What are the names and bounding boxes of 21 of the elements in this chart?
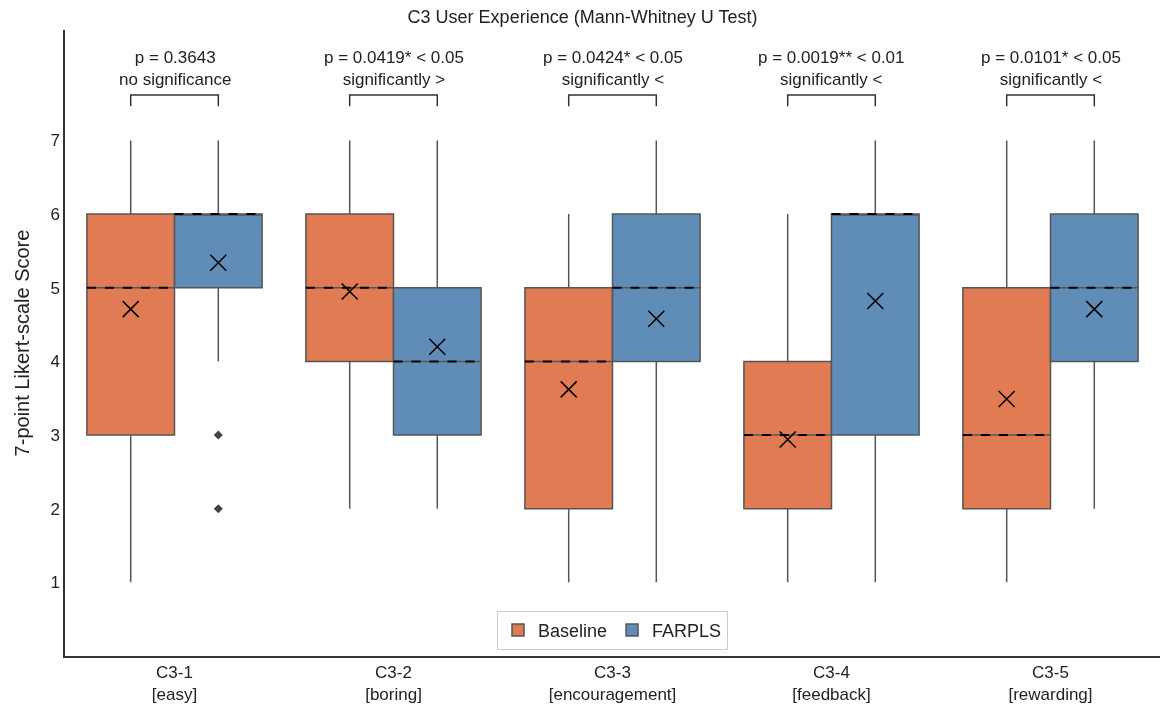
x-tick-label: C3-5 [rewarding] [1008, 663, 1093, 705]
x-tick-label: C3-2 [boring] [365, 663, 422, 705]
x-tick-label: C3-3 [encouragement] [548, 663, 677, 705]
x-tick-label: C3-4 [feedback] [792, 663, 871, 705]
y-tick-label: 5 [50, 278, 60, 298]
y-tick-label: 2 [50, 499, 60, 519]
y-tick-label: 3 [50, 426, 60, 446]
annotation: p = 0.0424* < 0.05 significantly < [543, 48, 683, 90]
y-tick-label: 4 [50, 352, 60, 372]
y-tick-label: 1 [50, 573, 60, 593]
annotation: p = 0.0019** < 0.01 significantly < [758, 48, 905, 90]
y-tick-label: 7 [50, 131, 60, 151]
annotation: p = 0.3643 no significance [119, 48, 232, 90]
annotation: p = 0.0101* < 0.05 significantly < [981, 48, 1121, 90]
chart-title: C3 User Experience (Mann-Whitney U Test) [407, 7, 758, 28]
y-axis-title: 7-point Likert-scale Score [11, 229, 34, 457]
annotation: p = 0.0419* < 0.05 significantly > [324, 48, 464, 90]
legend-label: FARPLS [652, 620, 722, 641]
x-tick-label: C3-1 [easy] [151, 663, 198, 705]
y-tick-label: 6 [50, 205, 60, 225]
legend-label: Baseline [538, 620, 608, 641]
